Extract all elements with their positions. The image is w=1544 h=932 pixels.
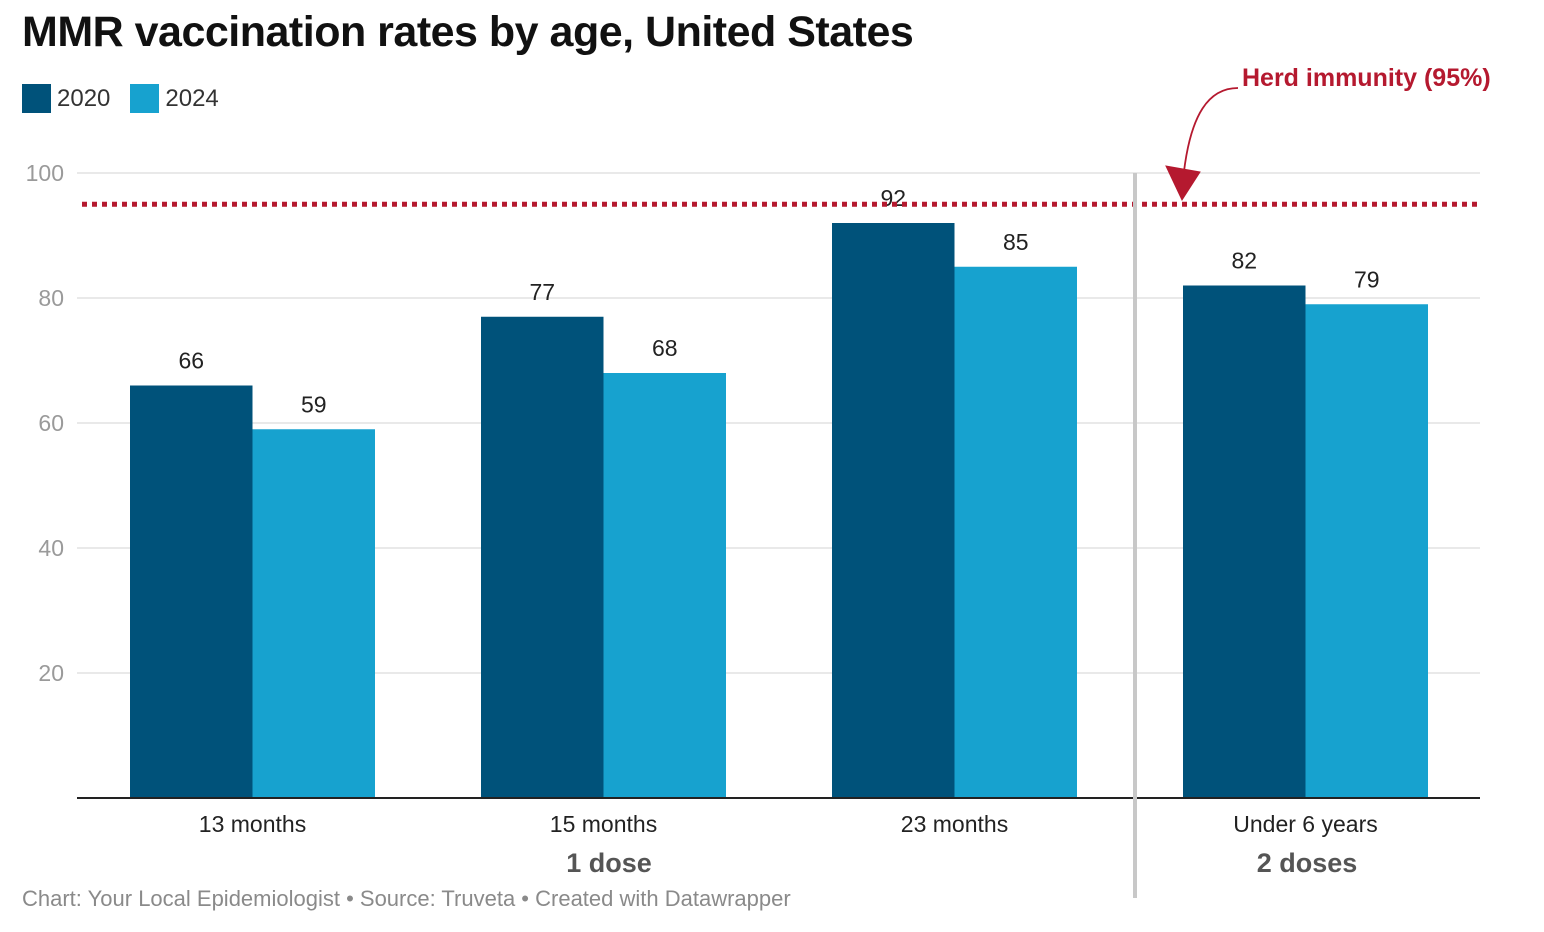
- legend-item-2020: 2020: [22, 84, 110, 113]
- legend-swatch-2020: [22, 84, 51, 113]
- x-tick-label-23-months: 23 months: [901, 811, 1008, 837]
- annotation-arrowhead: [1165, 165, 1201, 202]
- y-tick-label-80: 80: [38, 285, 64, 311]
- bar-2024-under-6-years: [1305, 304, 1428, 798]
- bar-2020-under-6-years: [1183, 285, 1306, 798]
- x-tick-label-under-6-years: Under 6 years: [1233, 811, 1377, 837]
- x-tick-label-13-months: 13 months: [199, 811, 306, 837]
- data-label-2024-23-months: 85: [1003, 229, 1029, 255]
- herd-immunity-annotation: Herd immunity (95%): [1242, 64, 1491, 92]
- bar-2020-13-months: [130, 385, 253, 798]
- annotation-arrow: [1181, 87, 1239, 193]
- chart-legend: 2020 2024: [22, 84, 239, 113]
- bar-2024-15-months: [603, 373, 726, 798]
- legend-label-2024: 2024: [165, 84, 219, 112]
- legend-swatch-2024: [130, 84, 160, 113]
- y-tick-label-20: 20: [38, 660, 64, 686]
- data-label-2020-13-months: 66: [178, 348, 204, 374]
- bar-2024-23-months: [954, 266, 1077, 798]
- data-label-2020-23-months: 92: [880, 185, 906, 211]
- y-tick-label-100: 100: [26, 160, 64, 186]
- bar-2020-15-months: [481, 316, 604, 798]
- data-label-2020-under-6-years: 82: [1231, 248, 1257, 274]
- group-label-2: 2 doses: [1257, 848, 1358, 878]
- x-tick-label-15-months: 15 months: [550, 811, 657, 837]
- y-tick-label-60: 60: [38, 410, 64, 436]
- bar-2024-13-months: [252, 429, 375, 798]
- chart-title: MMR vaccination rates by age, United Sta…: [22, 8, 914, 56]
- data-label-2024-15-months: 68: [652, 335, 678, 361]
- y-tick-label-40: 40: [38, 535, 64, 561]
- legend-label-2020: 2020: [57, 84, 111, 112]
- bar-2020-23-months: [832, 223, 955, 798]
- chart-footer: Chart: Your Local Epidemiologist • Sourc…: [22, 886, 791, 911]
- data-label-2020-15-months: 77: [529, 279, 555, 305]
- data-label-2024-13-months: 59: [301, 391, 327, 417]
- legend-item-2024: 2024: [130, 84, 219, 113]
- group-label-1: 1 dose: [566, 848, 652, 878]
- data-label-2024-under-6-years: 79: [1354, 266, 1380, 292]
